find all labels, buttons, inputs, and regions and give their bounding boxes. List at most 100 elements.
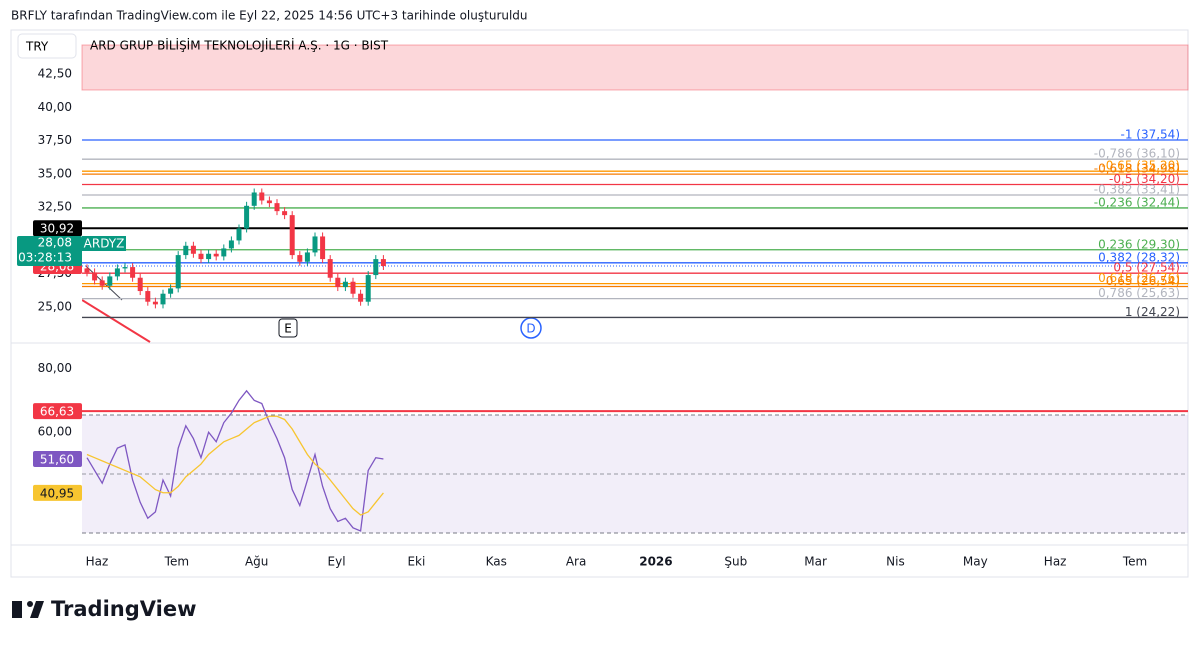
candle-body [342, 281, 348, 288]
indicator-line [86, 415, 384, 516]
candle-body [114, 268, 120, 277]
candle-body [84, 268, 90, 273]
x-tick-label: Tem [164, 555, 189, 569]
candle-body [198, 253, 204, 260]
fib-label: -0,65 (35,20) [1101, 159, 1180, 173]
symbol-title: ARD GRUP BİLİŞİM TEKNOLOJİLERİ A.Ş. · 1G… [90, 38, 389, 53]
price-badge-label: 66,63 [40, 405, 74, 419]
last-price-badge [17, 236, 82, 266]
candle-body [152, 301, 158, 305]
y-tick-label: 35,00 [38, 166, 72, 180]
candle-body [99, 280, 105, 286]
x-tick-label: Kas [486, 555, 507, 569]
candle-body [92, 272, 98, 281]
fib-label: 0,236 (29,30) [1098, 237, 1180, 251]
candle-body [221, 248, 227, 257]
x-tick-label: Mar [804, 555, 827, 569]
candle-body [145, 291, 151, 302]
fib-label: 0,5 (27,54) [1113, 261, 1180, 275]
fib-label: -0,786 (36,10) [1094, 147, 1180, 161]
candle-body [282, 211, 288, 216]
candle-body [358, 293, 364, 302]
y-tick-label: 40,00 [38, 100, 72, 114]
dividend-label: D [526, 322, 535, 336]
fib-label: -0,618 (34,98) [1094, 162, 1180, 176]
candle-body [228, 240, 234, 249]
y-tick-label: 42,50 [38, 66, 72, 80]
candle-body [327, 259, 333, 278]
price-badge-label: 30,92 [40, 222, 74, 236]
y-tick-label: 32,50 [38, 200, 72, 214]
caption: BRFLY tarafından TradingView.com ile Eyl… [11, 9, 528, 23]
fib-label: 0,618 (26,76) [1098, 271, 1180, 285]
candle-body [289, 215, 295, 256]
x-tick-label: May [963, 555, 988, 569]
fib-label: -0,382 (33,41) [1094, 183, 1180, 197]
x-tick-label: Haz [1044, 555, 1067, 569]
indicator-line [86, 389, 384, 532]
candle-body [160, 293, 166, 305]
price-badge [33, 484, 82, 501]
fib-label: 1 (24,22) [1125, 305, 1180, 319]
candle-body [168, 288, 174, 294]
logo-text: TradingView [51, 597, 196, 621]
candle-body [251, 192, 257, 206]
logo-mark [27, 601, 33, 607]
y-tick-label: 60,00 [38, 425, 72, 439]
x-tick-label: Haz [86, 555, 109, 569]
fib-label: 0,65 (26,54) [1106, 274, 1180, 288]
candle-body [107, 276, 113, 286]
x-tick-label: 2026 [639, 555, 672, 569]
candle-body [244, 205, 250, 229]
price-badge [33, 450, 82, 467]
candle-body [175, 255, 181, 289]
logo-mark [30, 601, 44, 618]
y-tick-label: 80,00 [38, 361, 72, 375]
candle-body [297, 255, 303, 262]
candle-body [130, 267, 136, 278]
chart-frame [10, 29, 1189, 578]
x-tick-label: Nis [886, 555, 905, 569]
candle-body [183, 245, 189, 256]
candle-body [266, 200, 272, 204]
earnings-marker[interactable] [278, 318, 298, 338]
candle-body [365, 275, 371, 302]
y-tick-label: 25,00 [38, 300, 72, 314]
trend-line [82, 299, 151, 343]
x-tick-label: Şub [724, 555, 747, 569]
x-tick-label: Eki [407, 555, 425, 569]
fib-label: 0,382 (28,32) [1098, 250, 1180, 264]
price-badge-label: 51,60 [40, 452, 74, 466]
logo: TradingView [12, 597, 196, 621]
price-pane [82, 139, 1188, 319]
candle-body [137, 277, 143, 292]
candle-body [320, 236, 326, 260]
price-badge-label: 40,95 [40, 486, 74, 500]
fib-label: -0,236 (32,44) [1094, 195, 1180, 209]
candle-body [304, 252, 310, 262]
x-tick-label: Eyl [328, 555, 346, 569]
zone [81, 44, 1189, 91]
fib-label: 0,786 (25,63) [1098, 286, 1180, 300]
currency: TRY [25, 40, 49, 54]
logo-mark [12, 601, 22, 618]
fib-label: -1 (37,54) [1121, 128, 1181, 142]
x-tick-label: Tem [1122, 555, 1147, 569]
last-price: 28,08 [38, 236, 72, 250]
candle-body [236, 228, 242, 241]
price-badge [33, 220, 82, 237]
candle-body [373, 259, 379, 276]
currency-button[interactable] [17, 33, 77, 59]
candle-body [274, 203, 280, 212]
candle-body [350, 281, 356, 294]
price-badge [33, 403, 82, 420]
x-tick-label: Ağu [245, 555, 268, 569]
countdown: 03:28:13 [18, 251, 72, 265]
candle-body [206, 253, 212, 260]
fib-label: -0,5 (34,20) [1109, 172, 1180, 186]
candle-body [380, 259, 386, 267]
candle-body [122, 267, 128, 269]
symbol-badge [82, 236, 126, 251]
x-tick-label: Ara [566, 555, 587, 569]
